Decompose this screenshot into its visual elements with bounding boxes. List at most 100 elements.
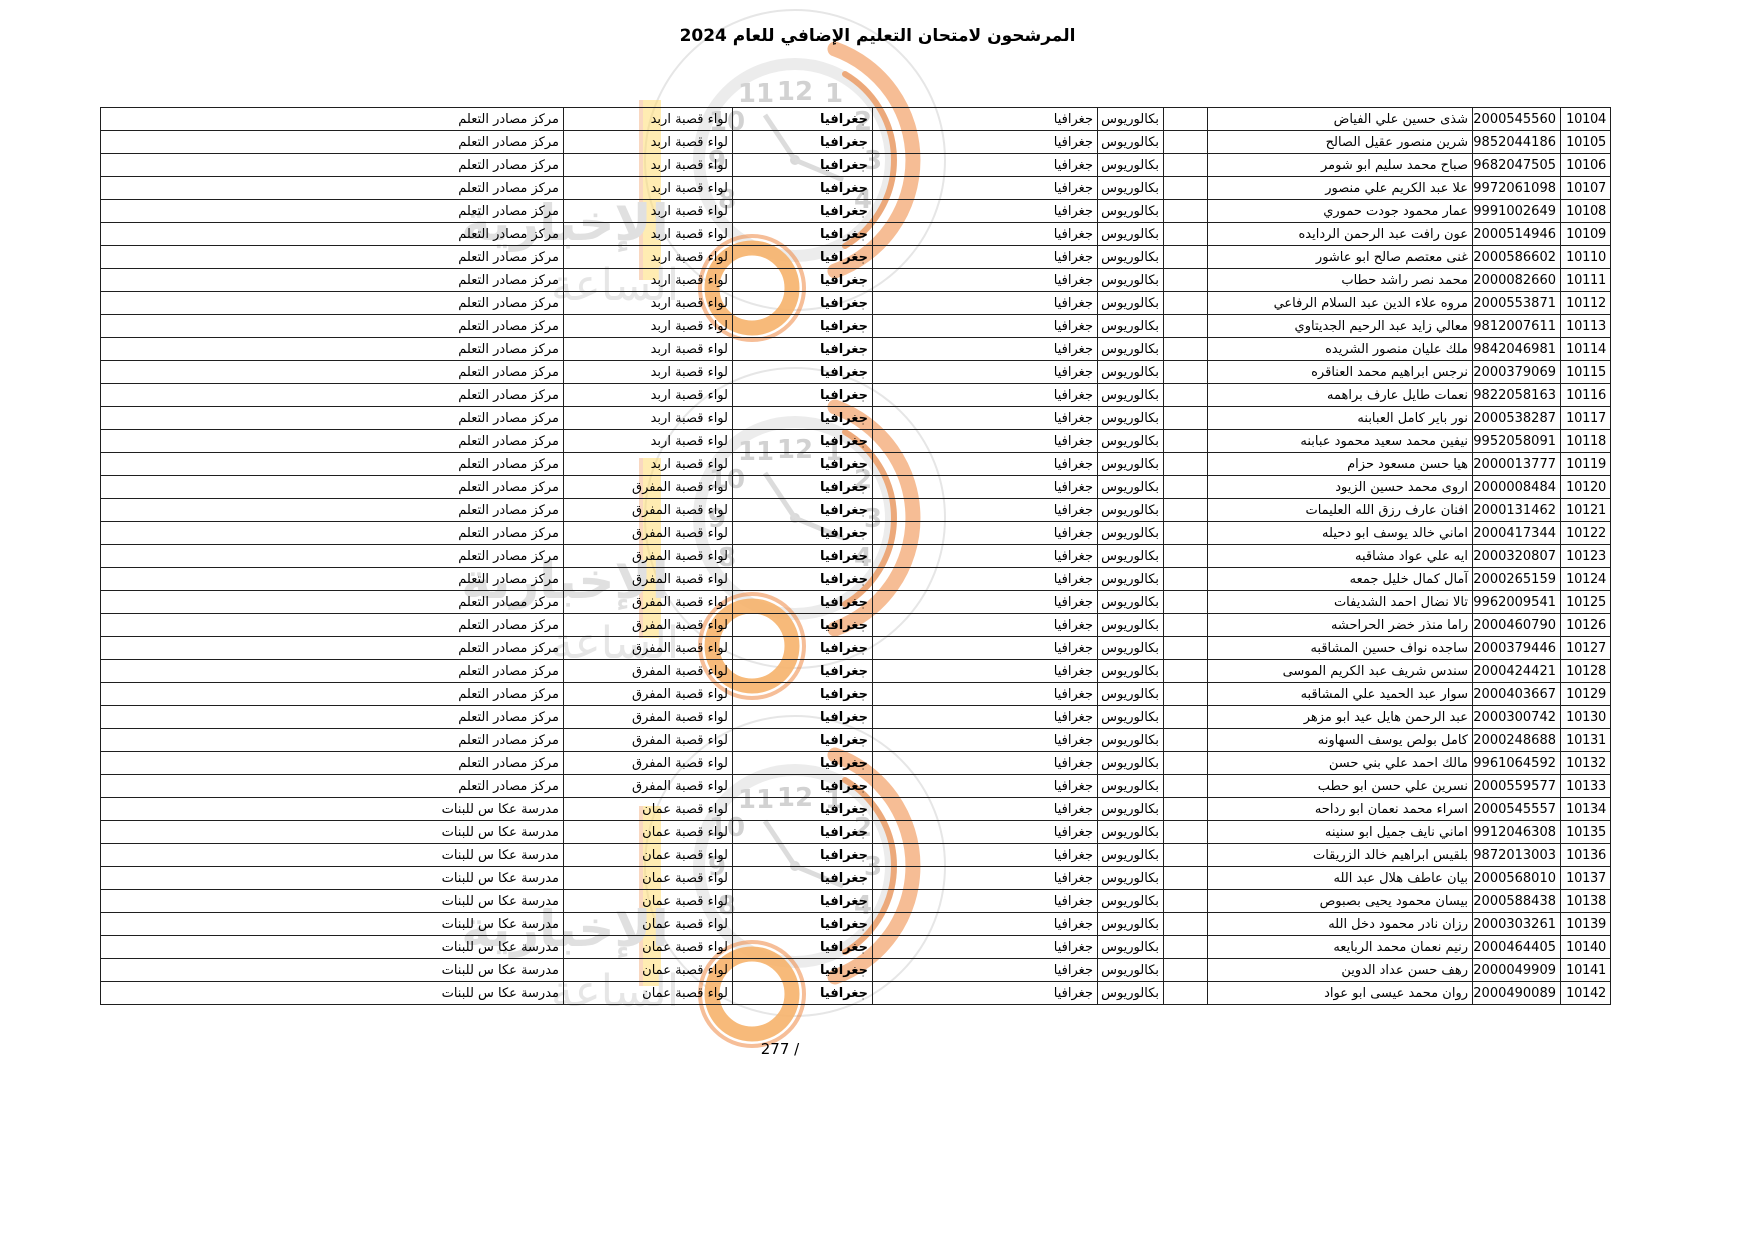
table-row: 10128 2000424421 سندس شريف عبد الكريم المو… (100, 659, 1611, 683)
spacer-cell (1163, 889, 1208, 913)
table-row: 10130 2000300742 عبد الرحمن هايل عيد ابو م… (100, 705, 1611, 729)
subject-cell: جغرافيا (732, 636, 873, 660)
degree-cell: بكالوريوس (1097, 774, 1164, 798)
spacer-cell (1163, 199, 1208, 223)
name-cell: اماني خالد يوسف ابو دحيله (1207, 521, 1473, 545)
serial-cell: 10109 (1560, 222, 1611, 246)
serial-cell: 10139 (1560, 912, 1611, 936)
district-cell: لواء قصبة اربد (563, 452, 733, 476)
center-cell: مركز مصادر التعلم (100, 130, 564, 154)
name-cell: رهف حسن عداد الدوين (1207, 958, 1473, 982)
district-cell: لواء قصبة اربد (563, 429, 733, 453)
major-cell: جغرافيا (872, 130, 1098, 154)
table-row: 10106 9682047505 صباح محمد سليم ابو شومر بك… (100, 153, 1611, 177)
major-cell: جغرافيا (872, 567, 1098, 591)
spacer-cell (1163, 360, 1208, 384)
district-cell: لواء قصبة اربد (563, 291, 733, 315)
name-cell: معالي زايد عبد الرحيم الجديتاوي (1207, 314, 1473, 338)
center-cell: مركز مصادر التعلم (100, 406, 564, 430)
center-cell: مركز مصادر التعلم (100, 774, 564, 798)
center-cell: مركز مصادر التعلم (100, 383, 564, 407)
table-row: 10114 9842046981 ملك عليان منصور الشريده بك… (100, 337, 1611, 361)
center-cell: مدرسة عكا س للبنات (100, 981, 564, 1005)
major-cell: جغرافيا (872, 935, 1098, 959)
center-cell: مدرسة عكا س للبنات (100, 912, 564, 936)
name-cell: صباح محمد سليم ابو شومر (1207, 153, 1473, 177)
national-id-cell: 2000538287 (1472, 406, 1561, 430)
serial-cell: 10112 (1560, 291, 1611, 315)
serial-cell: 10137 (1560, 866, 1611, 890)
table-row: 10129 2000403667 سوار عبد الحميد علي المشا… (100, 682, 1611, 706)
spacer-cell (1163, 843, 1208, 867)
degree-cell: بكالوريوس (1097, 590, 1164, 614)
district-cell: لواء قصبة عمان (563, 912, 733, 936)
subject-cell: جغرافيا (732, 153, 873, 177)
name-cell: بيسان محمود يحيى بصبوص (1207, 889, 1473, 913)
national-id-cell: 2000379446 (1472, 636, 1561, 660)
spacer-cell (1163, 820, 1208, 844)
spacer-cell (1163, 751, 1208, 775)
major-cell: جغرافيا (872, 314, 1098, 338)
spacer-cell (1163, 383, 1208, 407)
center-cell: مدرسة عكا س للبنات (100, 889, 564, 913)
center-cell: مركز مصادر التعلم (100, 521, 564, 545)
national-id-cell: 2000559577 (1472, 774, 1561, 798)
major-cell: جغرافيا (872, 291, 1098, 315)
major-cell: جغرافيا (872, 613, 1098, 637)
serial-cell: 10134 (1560, 797, 1611, 821)
national-id-cell: 2000379069 (1472, 360, 1561, 384)
spacer-cell (1163, 958, 1208, 982)
degree-cell: بكالوريوس (1097, 291, 1164, 315)
spacer-cell (1163, 337, 1208, 361)
spacer-cell (1163, 406, 1208, 430)
degree-cell: بكالوريوس (1097, 751, 1164, 775)
major-cell: جغرافيا (872, 981, 1098, 1005)
degree-cell: بكالوريوس (1097, 337, 1164, 361)
major-cell: جغرافيا (872, 682, 1098, 706)
spacer-cell (1163, 682, 1208, 706)
district-cell: لواء قصبة عمان (563, 889, 733, 913)
subject-cell: جغرافيا (732, 774, 873, 798)
district-cell: لواء قصبة اربد (563, 199, 733, 223)
center-cell: مركز مصادر التعلم (100, 682, 564, 706)
degree-cell: بكالوريوس (1097, 130, 1164, 154)
district-cell: لواء قصبة المفرق (563, 774, 733, 798)
table-row: 10131 2000248688 كامل بولص يوسف السهاونه بك… (100, 728, 1611, 752)
center-cell: مركز مصادر التعلم (100, 153, 564, 177)
subject-cell: جغرافيا (732, 958, 873, 982)
major-cell: جغرافيا (872, 199, 1098, 223)
subject-cell: جغرافيا (732, 406, 873, 430)
table-row: 10136 9872013003 بلقيس ابراهيم خالد الزريق… (100, 843, 1611, 867)
national-id-cell: 2000588438 (1472, 889, 1561, 913)
major-cell: جغرافيا (872, 383, 1098, 407)
spacer-cell (1163, 314, 1208, 338)
degree-cell: بكالوريوس (1097, 613, 1164, 637)
degree-cell: بكالوريوس (1097, 245, 1164, 269)
subject-cell: جغرافيا (732, 866, 873, 890)
district-cell: لواء قصبة المفرق (563, 521, 733, 545)
table-row: 10138 2000588438 بيسان محمود يحيى بصبوص بكا… (100, 889, 1611, 913)
subject-cell: جغرافيا (732, 130, 873, 154)
district-cell: لواء قصبة اربد (563, 383, 733, 407)
district-cell: لواء قصبة المفرق (563, 659, 733, 683)
spacer-cell (1163, 429, 1208, 453)
serial-cell: 10121 (1560, 498, 1611, 522)
major-cell: جغرافيا (872, 544, 1098, 568)
center-cell: مركز مصادر التعلم (100, 544, 564, 568)
degree-cell: بكالوريوس (1097, 429, 1164, 453)
serial-cell: 10140 (1560, 935, 1611, 959)
national-id-cell: 2000464405 (1472, 935, 1561, 959)
degree-cell: بكالوريوس (1097, 268, 1164, 292)
degree-cell: بكالوريوس (1097, 912, 1164, 936)
center-cell: مدرسة عكا س للبنات (100, 797, 564, 821)
center-cell: مركز مصادر التعلم (100, 636, 564, 660)
degree-cell: بكالوريوس (1097, 705, 1164, 729)
table-row: 10134 2000545557 اسراء محمد نعمان ابو رداح… (100, 797, 1611, 821)
district-cell: لواء قصبة اربد (563, 337, 733, 361)
national-id-cell: 2000424421 (1472, 659, 1561, 683)
national-id-cell: 2000514946 (1472, 222, 1561, 246)
center-cell: مدرسة عكا س للبنات (100, 820, 564, 844)
center-cell: مركز مصادر التعلم (100, 337, 564, 361)
center-cell: مركز مصادر التعلم (100, 268, 564, 292)
national-id-cell: 9952058091 (1472, 429, 1561, 453)
